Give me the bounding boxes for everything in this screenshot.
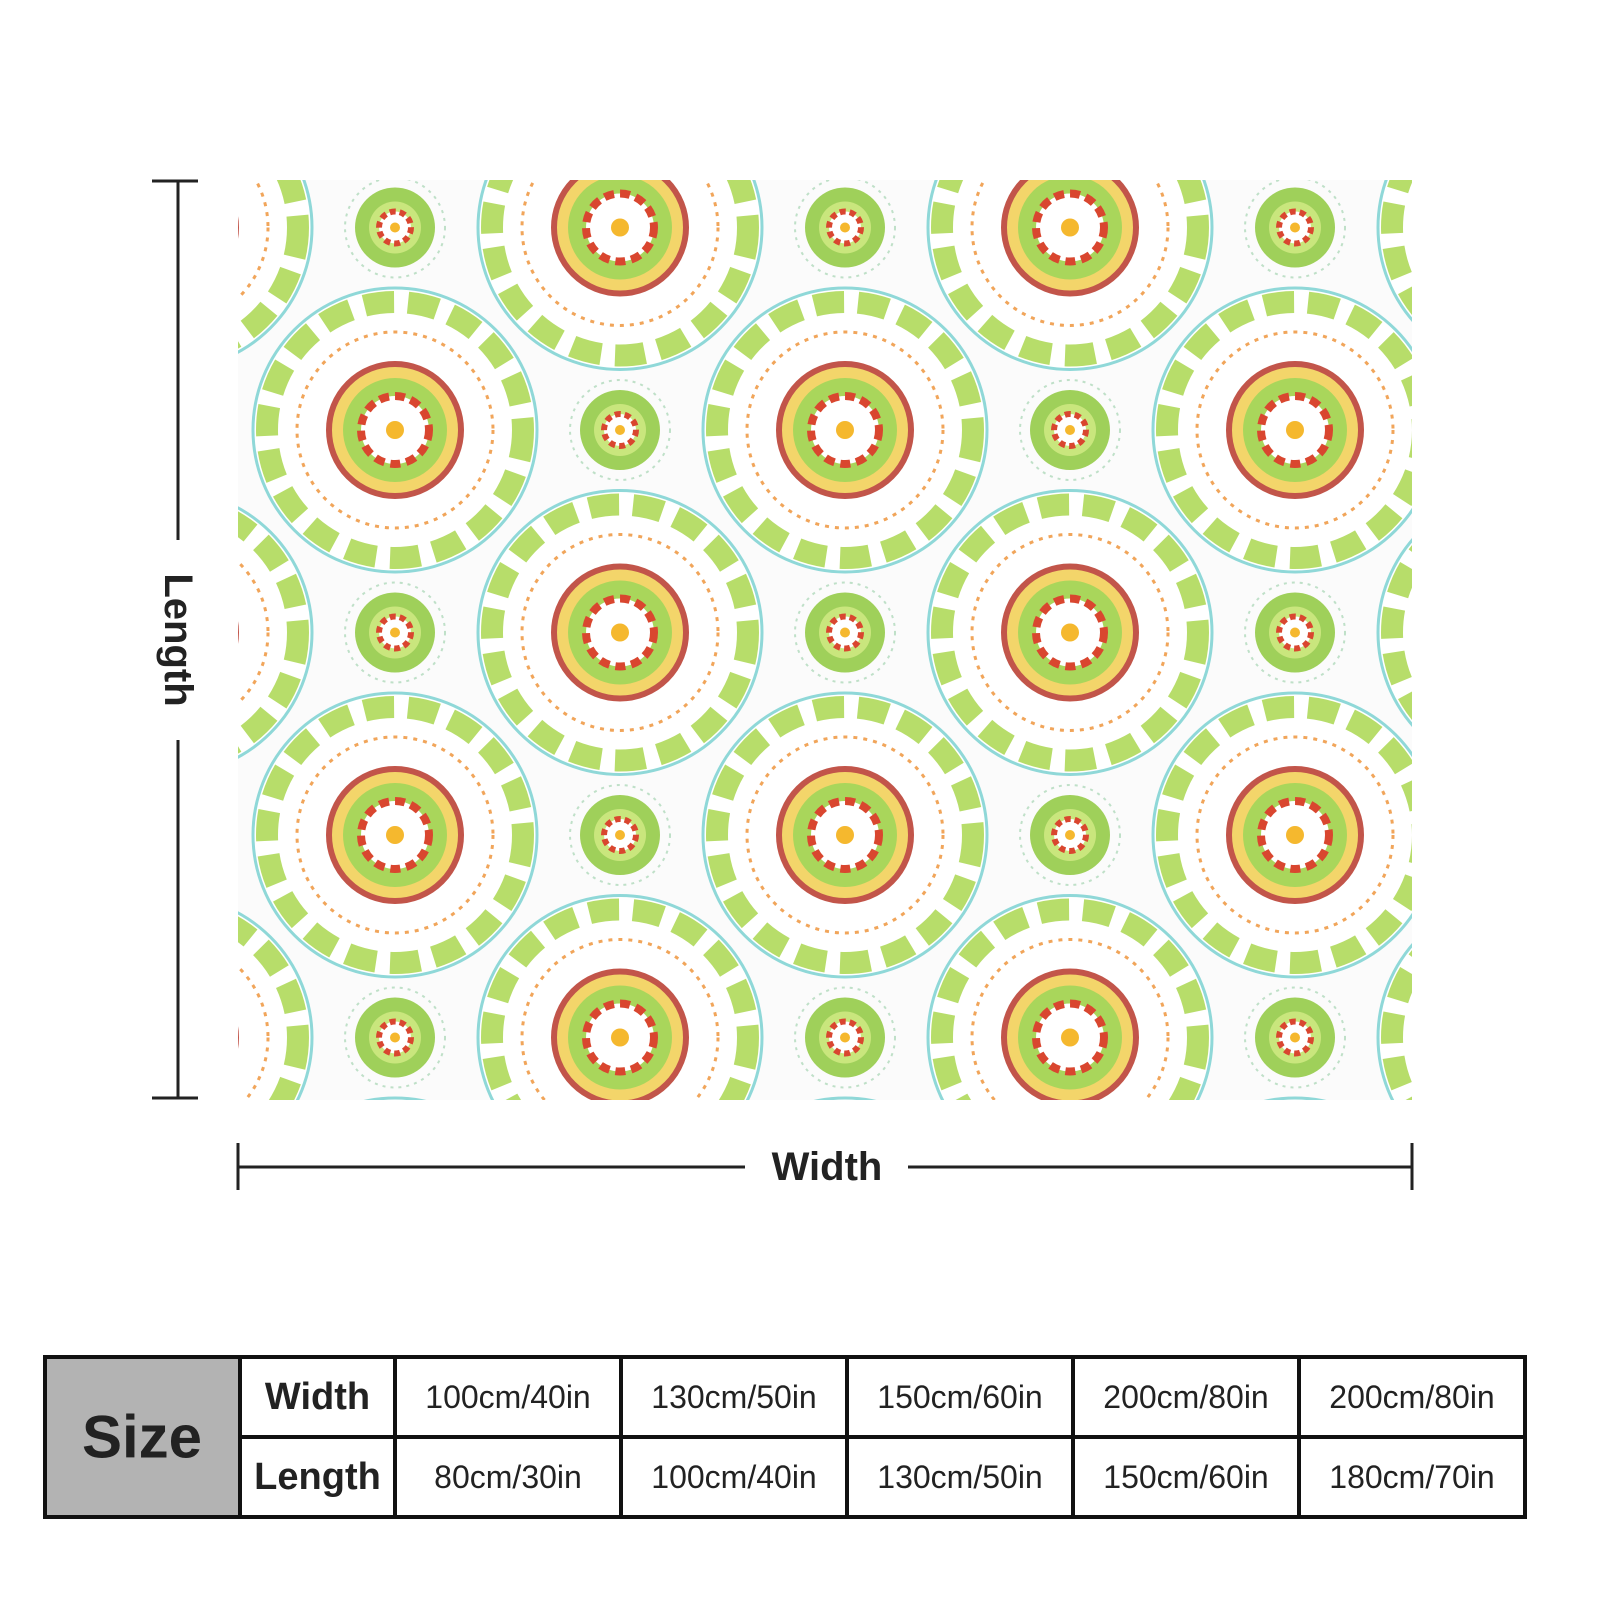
width-label: Width [772,1145,883,1189]
length-dimension [152,179,198,1100]
size-cell: 130cm/50in [877,1459,1042,1495]
size-cell: 150cm/60in [877,1379,1042,1415]
size-cell: 200cm/80in [1103,1379,1268,1415]
size-cell: 130cm/50in [651,1379,816,1415]
row-label: Width [265,1376,370,1418]
size-header-cell [45,1357,240,1517]
size-cell: 200cm/80in [1329,1379,1494,1415]
size-cell: 80cm/30in [434,1459,582,1495]
size-cell: 180cm/70in [1329,1459,1494,1495]
size-cell: 150cm/60in [1103,1459,1268,1495]
size-title: Size [82,1404,202,1471]
blanket-pattern [238,180,1412,1100]
width-dimension [236,1143,1414,1190]
size-cell: 100cm/40in [651,1459,816,1495]
size-table: Size Width 100cm/40in 130cm/50in 150cm/60in… [43,1355,1527,1519]
size-cell: 100cm/40in [425,1379,590,1415]
row-label: Length [254,1456,381,1498]
length-label: Length [156,573,200,706]
